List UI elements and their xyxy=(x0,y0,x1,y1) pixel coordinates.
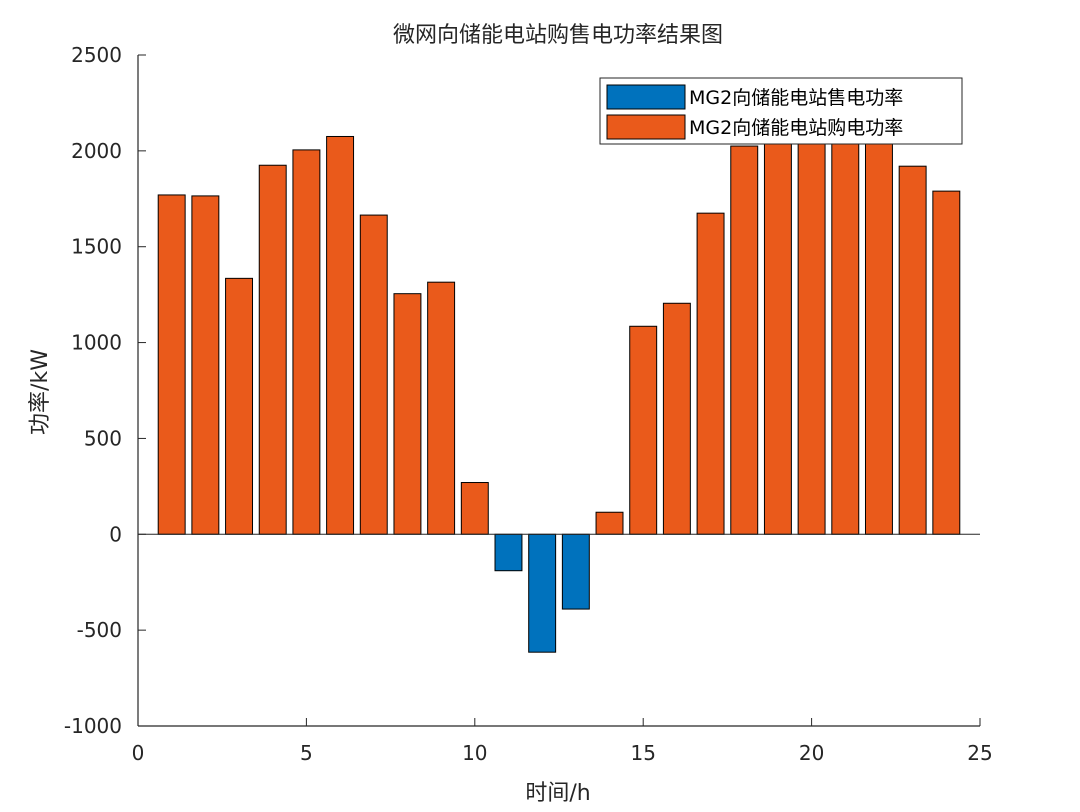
bar-s2-x1 xyxy=(157,194,186,535)
bar-s2-x14 xyxy=(595,511,624,535)
bar-s2-x2 xyxy=(191,195,220,535)
x-tick-label-0: 0 xyxy=(132,741,145,765)
x-tick-label-5: 5 xyxy=(300,741,313,765)
bar-s1-x13 xyxy=(561,533,590,610)
bar-s2-x17 xyxy=(696,212,725,535)
bar-s2-x21 xyxy=(831,77,860,535)
bar-s2-x9 xyxy=(427,281,456,535)
y-axis-label: 功率/kW xyxy=(28,349,53,435)
bar-s2-x16 xyxy=(662,302,691,535)
bars-group xyxy=(157,77,961,653)
bar-s2-x22 xyxy=(864,129,893,535)
y-tick-label-1500: 1500 xyxy=(71,235,122,259)
bar-s2-x24 xyxy=(932,190,961,535)
y-tick-label-0: 0 xyxy=(109,522,122,546)
bar-s2-x23 xyxy=(898,165,927,535)
legend-swatch-1 xyxy=(606,84,686,110)
y-tick-label-500: 500 xyxy=(84,426,122,450)
x-tick-label-15: 15 xyxy=(630,741,655,765)
bar-s2-x7 xyxy=(359,214,388,535)
legend-label-2: MG2向储能电站购电功率 xyxy=(689,117,903,139)
legend-label-1: MG2向储能电站售电功率 xyxy=(689,87,903,109)
y-tick-label-2500: 2500 xyxy=(71,43,122,67)
chart-title: 微网向储能电站购售电功率结果图 xyxy=(393,23,723,48)
bar-s2-x8 xyxy=(393,293,422,535)
x-axis-label: 时间/h xyxy=(525,781,590,806)
y-tick-label--500: -500 xyxy=(77,618,122,642)
bar-s1-x12 xyxy=(528,533,557,653)
axes-group: 0 5 10 15 20 25 -1000 -500 0 500 1000 1500 2000 2500 xyxy=(64,43,993,765)
bar-s2-x4 xyxy=(258,164,287,535)
y-tick-label--1000: -1000 xyxy=(64,714,122,738)
bar-s2-x5 xyxy=(292,149,321,535)
y-tick-label-2000: 2000 xyxy=(71,139,122,163)
x-tick-label-20: 20 xyxy=(799,741,824,765)
x-tick-label-10: 10 xyxy=(462,741,487,765)
bar-s2-x3 xyxy=(225,277,254,535)
legend-swatch-2 xyxy=(606,114,686,140)
y-tick-label-1000: 1000 xyxy=(71,331,122,355)
bar-s2-x10 xyxy=(460,482,489,535)
bar-s2-x6 xyxy=(326,135,355,535)
bar-s2-x18 xyxy=(730,145,759,535)
x-tick-label-25: 25 xyxy=(967,741,992,765)
bar-s1-x11 xyxy=(494,533,523,572)
legend: MG2向储能电站售电功率 MG2向储能电站购电功率 xyxy=(599,77,963,145)
bar-s2-x20 xyxy=(797,77,826,535)
bar-s2-x15 xyxy=(629,325,658,535)
bar-s2-x19 xyxy=(763,81,792,535)
